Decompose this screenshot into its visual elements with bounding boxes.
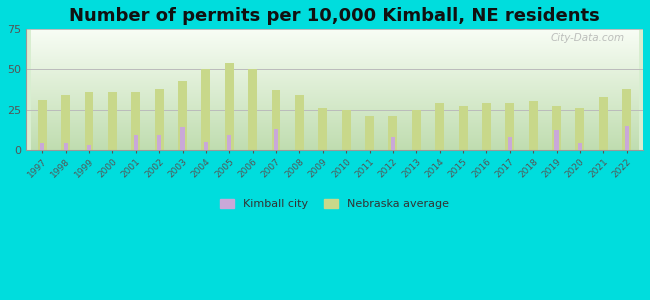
Bar: [482, 103, 491, 150]
Bar: [318, 108, 327, 150]
Bar: [436, 103, 444, 150]
Bar: [578, 143, 582, 150]
Bar: [508, 137, 512, 150]
Bar: [295, 95, 304, 150]
Bar: [342, 110, 350, 150]
Bar: [157, 135, 161, 150]
Title: Number of permits per 10,000 Kimball, NE residents: Number of permits per 10,000 Kimball, NE…: [69, 7, 600, 25]
Bar: [202, 69, 211, 150]
Bar: [134, 135, 138, 150]
Bar: [365, 116, 374, 150]
Bar: [227, 135, 231, 150]
Bar: [225, 63, 234, 150]
Bar: [412, 110, 421, 150]
Bar: [40, 143, 44, 150]
Bar: [389, 116, 397, 150]
Bar: [248, 69, 257, 150]
Bar: [272, 90, 281, 150]
Bar: [391, 137, 395, 150]
Bar: [178, 81, 187, 150]
Bar: [625, 126, 629, 150]
Bar: [155, 89, 164, 150]
Bar: [552, 106, 561, 150]
Bar: [459, 106, 467, 150]
Bar: [64, 143, 68, 150]
Bar: [554, 130, 558, 150]
Bar: [84, 92, 94, 150]
Bar: [505, 103, 514, 150]
Bar: [108, 92, 117, 150]
Bar: [131, 92, 140, 150]
Legend: Kimball city, Nebraska average: Kimball city, Nebraska average: [216, 194, 453, 214]
Bar: [204, 142, 208, 150]
Bar: [622, 89, 631, 150]
Bar: [599, 97, 608, 150]
Bar: [87, 145, 91, 150]
Bar: [38, 100, 47, 150]
Bar: [575, 108, 584, 150]
Bar: [61, 95, 70, 150]
Bar: [274, 129, 278, 150]
Text: City-Data.com: City-Data.com: [551, 33, 625, 43]
Bar: [181, 127, 185, 150]
Bar: [528, 101, 538, 150]
